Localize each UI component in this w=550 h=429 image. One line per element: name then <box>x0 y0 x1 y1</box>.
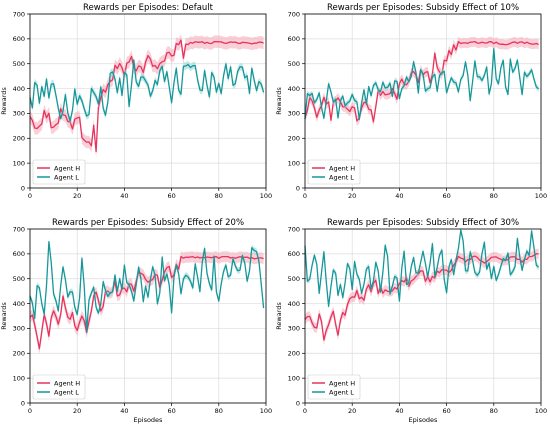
x-tick-label: 100 <box>535 407 547 415</box>
chart-title: Rewards per Episodes: Default <box>83 3 214 13</box>
y-axis-label: Rewards <box>0 302 8 330</box>
y-axis-label: Rewards <box>0 87 8 115</box>
y-tick-label: 600 <box>288 250 300 258</box>
legend-label-agent-l: Agent L <box>54 173 79 181</box>
y-tick-label: 200 <box>288 135 300 143</box>
y-tick-label: 500 <box>13 275 25 283</box>
confidence-band-agent-l <box>305 46 539 123</box>
y-tick-label: 0 <box>21 399 25 407</box>
legend-label-agent-h: Agent H <box>329 379 355 387</box>
x-tick-label: 20 <box>348 407 356 415</box>
y-tick-label: 100 <box>13 159 25 167</box>
x-tick-label: 60 <box>442 407 450 415</box>
x-tick-label: 20 <box>348 192 356 200</box>
y-tick-label: 300 <box>288 325 300 333</box>
x-tick-label: 80 <box>215 192 223 200</box>
y-tick-label: 0 <box>21 184 25 192</box>
confidence-band-agent-h <box>305 249 539 345</box>
x-tick-label: 60 <box>167 407 175 415</box>
y-tick-label: 600 <box>13 250 25 258</box>
chart-title: Rewards per Episodes: Subsidy Effect of … <box>327 3 519 13</box>
y-tick-label: 300 <box>13 325 25 333</box>
chart-panel-4: 0 20 40 60 80 100 0 100 200 300 400 500 600 700 Reward… <box>275 218 547 424</box>
x-tick-label: 0 <box>303 192 307 200</box>
y-axis-label: Rewards <box>275 302 283 330</box>
chart-panel-2: 0 20 40 60 80 100 0 100 200 300 400 500 600 700 Reward… <box>275 3 547 200</box>
y-tick-label: 0 <box>296 184 300 192</box>
x-tick-label: 0 <box>303 407 307 415</box>
legend-label-agent-h: Agent H <box>54 379 80 387</box>
y-tick-label: 200 <box>13 350 25 358</box>
y-tick-label: 600 <box>288 35 300 43</box>
y-tick-label: 300 <box>13 110 25 118</box>
x-tick-label: 80 <box>215 407 223 415</box>
y-tick-label: 200 <box>288 350 300 358</box>
legend-label-agent-l: Agent L <box>329 173 354 181</box>
x-tick-label: 40 <box>120 192 128 200</box>
x-tick-label: 100 <box>260 192 272 200</box>
y-tick-label: 100 <box>13 374 25 382</box>
x-tick-label: 20 <box>73 407 81 415</box>
y-tick-label: 700 <box>288 225 300 233</box>
x-axis-label: Episodes <box>409 416 439 424</box>
x-tick-label: 0 <box>28 407 32 415</box>
x-axis-label: Episodes <box>134 416 164 424</box>
x-tick-label: 0 <box>28 192 32 200</box>
x-tick-label: 60 <box>167 192 175 200</box>
y-tick-label: 700 <box>288 10 300 18</box>
legend-label-agent-h: Agent H <box>54 164 80 172</box>
chart-panel-1: 0 20 40 60 80 100 0 100 200 300 400 500 600 700 Reward… <box>0 3 272 200</box>
y-tick-label: 700 <box>13 10 25 18</box>
y-axis-label: Rewards <box>275 87 283 115</box>
x-tick-label: 80 <box>490 407 498 415</box>
confidence-band-agent-h <box>30 251 264 354</box>
y-tick-label: 100 <box>288 374 300 382</box>
x-tick-label: 40 <box>395 407 403 415</box>
x-tick-label: 40 <box>395 192 403 200</box>
y-tick-label: 300 <box>288 110 300 118</box>
y-tick-label: 400 <box>288 300 300 308</box>
y-tick-label: 500 <box>13 60 25 68</box>
series-line-agent-l <box>305 49 539 120</box>
x-tick-label: 60 <box>442 192 450 200</box>
y-tick-label: 400 <box>288 85 300 93</box>
y-tick-label: 0 <box>296 399 300 407</box>
y-tick-label: 700 <box>13 225 25 233</box>
x-tick-label: 100 <box>260 407 272 415</box>
legend-label-agent-l: Agent L <box>329 388 354 396</box>
x-tick-label: 80 <box>490 192 498 200</box>
legend-label-agent-l: Agent L <box>54 388 79 396</box>
y-tick-label: 200 <box>13 135 25 143</box>
y-tick-label: 100 <box>288 159 300 167</box>
y-tick-label: 500 <box>288 60 300 68</box>
y-tick-label: 400 <box>13 300 25 308</box>
x-tick-label: 100 <box>535 192 547 200</box>
y-tick-label: 400 <box>13 85 25 93</box>
y-tick-label: 500 <box>288 275 300 283</box>
legend-label-agent-h: Agent H <box>329 164 355 172</box>
x-tick-label: 40 <box>120 407 128 415</box>
x-tick-label: 20 <box>73 192 81 200</box>
y-tick-label: 600 <box>13 35 25 43</box>
chart-panel-3: 0 20 40 60 80 100 0 100 200 300 400 500 600 700 Reward… <box>0 218 272 424</box>
chart-title: Rewards per Episodes: Subsidy Effect of … <box>52 218 244 228</box>
chart-title: Rewards per Episodes: Subsidy Effect of … <box>327 218 519 228</box>
series-line-agent-h <box>305 42 539 122</box>
